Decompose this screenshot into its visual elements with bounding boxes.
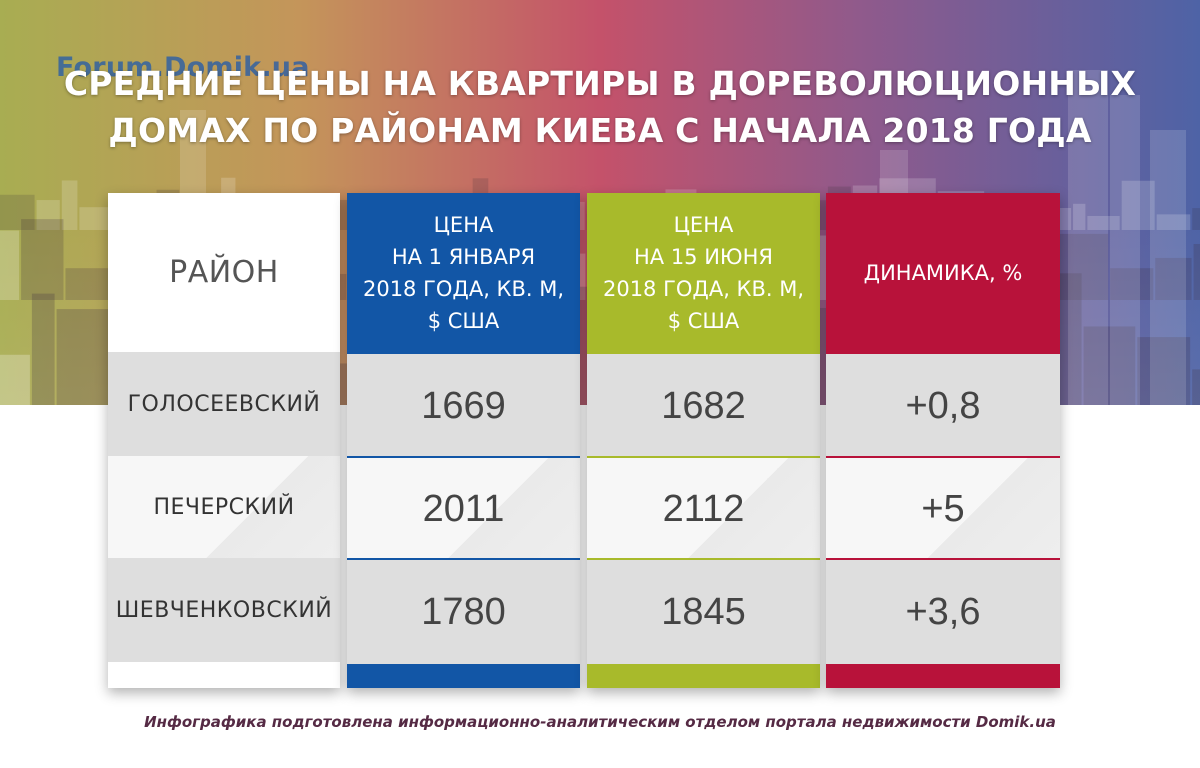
column-district: РАЙОН ГОЛОСЕЕВСКИЙ ПЕЧЕРСКИЙ ШЕВЧЕНКОВСКИЙ <box>108 193 340 688</box>
title-line-1: СРЕДНИЕ ЦЕНЫ НА КВАРТИРЫ В ДОРЕВОЛЮЦИОНН… <box>63 64 1137 103</box>
value-jan: 1780 <box>421 590 506 633</box>
header-dyn: ДИНАМИКА, % <box>826 193 1060 352</box>
watermark-logo: Forum.Domik.ua <box>56 52 310 83</box>
header-label-dyn: ДИНАМИКА, % <box>864 257 1023 289</box>
header-line: 2018 ГОДА, КВ. М, <box>362 276 565 301</box>
column-dyn: ДИНАМИКА, % +0,8 +5 +3,6 <box>826 193 1060 688</box>
cell-district-row-2: ПЕЧЕРСКИЙ <box>108 456 340 558</box>
header-line: ЦЕНА <box>433 212 494 237</box>
value-jan: 2011 <box>422 487 505 530</box>
header-line: 2018 ГОДА, КВ. М, <box>602 276 805 301</box>
header-district: РАЙОН <box>108 193 340 352</box>
value-jan: 1669 <box>421 384 506 427</box>
cell-jun-row-2: 2112 <box>587 456 820 560</box>
column-jan: ЦЕНА НА 1 ЯНВАРЯ 2018 ГОДА, КВ. М, $ США 166… <box>347 193 580 688</box>
cell-jan-row-3: 1780 <box>347 558 580 664</box>
value-dyn: +5 <box>921 487 965 530</box>
header-jan: ЦЕНА НА 1 ЯНВАРЯ 2018 ГОДА, КВ. М, $ США <box>347 193 580 352</box>
header-line: НА 1 ЯНВАРЯ <box>391 244 536 269</box>
infographic-title: СРЕДНИЕ ЦЕНЫ НА КВАРТИРЫ В ДОРЕВОЛЮЦИОНН… <box>0 60 1200 154</box>
district-name: ШЕВЧЕНКОВСКИЙ <box>115 597 333 623</box>
cell-jan-row-1: 1669 <box>347 352 580 458</box>
header-line: НА 15 ИЮНЯ <box>633 244 773 269</box>
value-jun: 2112 <box>662 487 745 530</box>
header-line: $ США <box>667 308 740 333</box>
value-jun: 1682 <box>661 384 746 427</box>
value-dyn: +3,6 <box>905 590 981 633</box>
cell-dyn-row-2: +5 <box>826 456 1060 560</box>
cell-jun-row-3: 1845 <box>587 558 820 664</box>
value-jun: 1845 <box>661 590 746 633</box>
header-label-jun: ЦЕНА НА 15 ИЮНЯ 2018 ГОДА, КВ. М, $ США <box>603 209 804 337</box>
title-line-2: ДОМАХ ПО РАЙОНАМ КИЕВА С НАЧАЛА 2018 ГОД… <box>108 111 1092 150</box>
header-line: ДИНАМИКА, % <box>863 260 1023 285</box>
header-line: $ США <box>427 308 500 333</box>
header-jun: ЦЕНА НА 15 ИЮНЯ 2018 ГОДА, КВ. М, $ США <box>587 193 820 352</box>
header-line: РАЙОН <box>169 255 279 290</box>
cell-district-row-3: ШЕВЧЕНКОВСКИЙ <box>108 558 340 662</box>
column-jun: ЦЕНА НА 15 ИЮНЯ 2018 ГОДА, КВ. М, $ США 1682… <box>587 193 820 688</box>
header-label-district: РАЙОН <box>169 255 279 290</box>
cell-dyn-row-3: +3,6 <box>826 558 1060 664</box>
cell-dyn-row-1: +0,8 <box>826 352 1060 458</box>
district-name: ПЕЧЕРСКИЙ <box>153 494 295 520</box>
cell-jun-row-1: 1682 <box>587 352 820 458</box>
header-line: ЦЕНА <box>673 212 734 237</box>
district-name: ГОЛОСЕЕВСКИЙ <box>127 391 321 417</box>
cell-district-row-1: ГОЛОСЕЕВСКИЙ <box>108 352 340 456</box>
value-dyn: +0,8 <box>905 384 981 427</box>
header-label-jan: ЦЕНА НА 1 ЯНВАРЯ 2018 ГОДА, КВ. М, $ США <box>363 209 564 337</box>
cell-jan-row-2: 2011 <box>347 456 580 560</box>
footer-credit: Инфографика подготовлена информационно-а… <box>144 713 1056 731</box>
